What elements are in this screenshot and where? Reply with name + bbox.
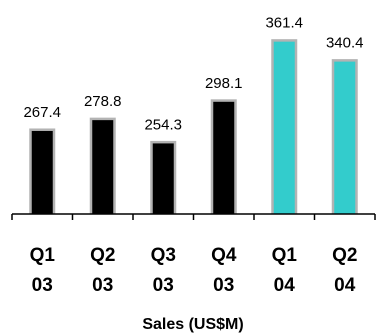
bar-value-label: 298.1 — [205, 75, 243, 92]
bar-value-label: 361.4 — [265, 15, 303, 32]
x-axis-ticks — [11, 214, 376, 220]
value-labels-layer: 267.4 278.8 254.3 298.1 361.4 340.4 — [23, 15, 363, 134]
bar-value-label: 340.4 — [326, 35, 364, 52]
category-label-quarter: Q4 — [211, 245, 237, 266]
category-label-year: 04 — [334, 275, 356, 296]
category-label-quarter: Q2 — [332, 245, 357, 266]
category-label-quarter: Q3 — [151, 245, 176, 266]
bar — [213, 101, 235, 214]
bar — [152, 143, 174, 214]
bars-layer — [29, 39, 358, 215]
bar — [31, 130, 53, 214]
x-axis-title: Sales (US$M) — [142, 316, 243, 333]
bar-value-label: 254.3 — [144, 116, 182, 133]
category-label-quarter: Q2 — [90, 245, 115, 266]
bar — [273, 41, 295, 214]
bar — [334, 61, 356, 215]
category-label-year: 03 — [92, 275, 113, 296]
category-label-quarter: Q1 — [272, 245, 298, 266]
bar-value-label: 278.8 — [84, 93, 122, 110]
category-label-year: 03 — [213, 275, 234, 296]
category-labels: Q1 03 Q2 03 Q3 03 Q4 03 Q1 04 Q2 04 — [30, 245, 358, 296]
bar-value-label: 267.4 — [23, 104, 61, 121]
category-label-year: 04 — [274, 275, 296, 296]
category-label-year: 03 — [32, 275, 53, 296]
category-label-quarter: Q1 — [30, 245, 56, 266]
bar — [92, 120, 114, 214]
category-label-year: 03 — [153, 275, 174, 296]
